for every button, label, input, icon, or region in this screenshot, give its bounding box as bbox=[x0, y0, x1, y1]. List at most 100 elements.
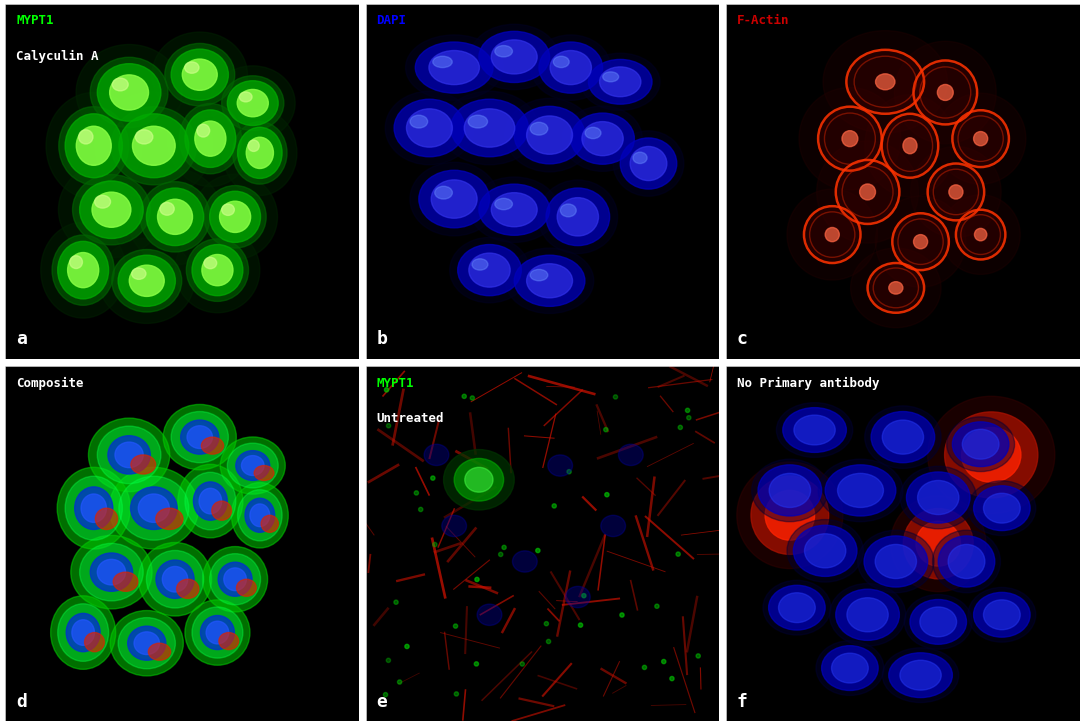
Ellipse shape bbox=[171, 49, 228, 100]
Ellipse shape bbox=[219, 632, 239, 650]
Ellipse shape bbox=[182, 59, 217, 91]
Ellipse shape bbox=[113, 78, 128, 91]
Ellipse shape bbox=[118, 618, 176, 668]
Ellipse shape bbox=[588, 59, 652, 104]
Ellipse shape bbox=[470, 24, 559, 90]
Ellipse shape bbox=[199, 488, 221, 514]
Ellipse shape bbox=[787, 189, 878, 280]
Ellipse shape bbox=[662, 660, 666, 663]
Ellipse shape bbox=[947, 417, 1014, 471]
Ellipse shape bbox=[831, 653, 868, 683]
Ellipse shape bbox=[156, 508, 183, 529]
Ellipse shape bbox=[868, 263, 924, 312]
Text: MYPT1: MYPT1 bbox=[376, 377, 414, 390]
Ellipse shape bbox=[450, 99, 528, 157]
Ellipse shape bbox=[514, 107, 585, 164]
Ellipse shape bbox=[98, 64, 161, 121]
Ellipse shape bbox=[119, 114, 189, 178]
Ellipse shape bbox=[601, 515, 626, 536]
Ellipse shape bbox=[906, 472, 970, 523]
Ellipse shape bbox=[95, 93, 213, 199]
Ellipse shape bbox=[526, 264, 573, 298]
Ellipse shape bbox=[492, 40, 537, 74]
Ellipse shape bbox=[184, 600, 250, 666]
Ellipse shape bbox=[209, 191, 260, 242]
Ellipse shape bbox=[520, 662, 524, 666]
Ellipse shape bbox=[816, 641, 884, 695]
Ellipse shape bbox=[52, 235, 114, 305]
Ellipse shape bbox=[613, 395, 617, 399]
Ellipse shape bbox=[910, 600, 967, 645]
Ellipse shape bbox=[937, 84, 954, 101]
Ellipse shape bbox=[889, 282, 903, 294]
Ellipse shape bbox=[903, 508, 973, 579]
Ellipse shape bbox=[956, 210, 1006, 260]
Ellipse shape bbox=[949, 185, 963, 199]
Ellipse shape bbox=[261, 515, 279, 532]
Ellipse shape bbox=[475, 577, 480, 581]
Ellipse shape bbox=[419, 170, 489, 228]
Ellipse shape bbox=[66, 613, 100, 652]
Ellipse shape bbox=[220, 437, 285, 494]
Ellipse shape bbox=[99, 238, 194, 323]
Ellipse shape bbox=[89, 418, 169, 492]
Ellipse shape bbox=[59, 107, 129, 185]
Ellipse shape bbox=[826, 228, 840, 241]
Ellipse shape bbox=[678, 426, 682, 429]
Ellipse shape bbox=[582, 122, 623, 156]
Ellipse shape bbox=[539, 42, 602, 94]
Ellipse shape bbox=[824, 30, 947, 133]
Ellipse shape bbox=[818, 459, 903, 522]
Ellipse shape bbox=[384, 388, 388, 392]
Ellipse shape bbox=[846, 50, 924, 114]
Ellipse shape bbox=[604, 492, 609, 497]
Ellipse shape bbox=[894, 41, 996, 144]
Ellipse shape bbox=[876, 74, 895, 90]
Ellipse shape bbox=[945, 412, 1038, 498]
Ellipse shape bbox=[865, 406, 941, 468]
Ellipse shape bbox=[221, 75, 284, 130]
Ellipse shape bbox=[132, 126, 175, 165]
Ellipse shape bbox=[492, 193, 537, 227]
Ellipse shape bbox=[758, 465, 821, 516]
Ellipse shape bbox=[793, 525, 857, 576]
Ellipse shape bbox=[794, 415, 835, 445]
Ellipse shape bbox=[65, 114, 123, 178]
Ellipse shape bbox=[138, 494, 169, 523]
Ellipse shape bbox=[416, 42, 493, 94]
Ellipse shape bbox=[859, 184, 876, 200]
Ellipse shape bbox=[618, 444, 643, 465]
Ellipse shape bbox=[135, 631, 159, 655]
Ellipse shape bbox=[531, 123, 548, 135]
Ellipse shape bbox=[904, 594, 972, 650]
Ellipse shape bbox=[782, 407, 846, 452]
Ellipse shape bbox=[222, 110, 297, 196]
Ellipse shape bbox=[146, 188, 204, 246]
Ellipse shape bbox=[531, 35, 611, 100]
Ellipse shape bbox=[79, 181, 143, 239]
Text: b: b bbox=[376, 331, 387, 348]
Ellipse shape bbox=[799, 88, 901, 190]
Ellipse shape bbox=[79, 543, 143, 601]
Ellipse shape bbox=[192, 244, 243, 296]
Ellipse shape bbox=[397, 680, 401, 684]
Ellipse shape bbox=[751, 476, 829, 555]
Ellipse shape bbox=[228, 80, 278, 125]
Ellipse shape bbox=[526, 116, 573, 154]
Ellipse shape bbox=[563, 106, 642, 171]
Ellipse shape bbox=[882, 420, 923, 454]
Ellipse shape bbox=[470, 396, 474, 400]
Ellipse shape bbox=[201, 616, 234, 650]
Ellipse shape bbox=[697, 654, 700, 658]
Ellipse shape bbox=[536, 548, 540, 552]
Ellipse shape bbox=[953, 422, 1009, 467]
Ellipse shape bbox=[130, 487, 177, 529]
Ellipse shape bbox=[197, 124, 209, 137]
Ellipse shape bbox=[787, 520, 864, 582]
Ellipse shape bbox=[231, 483, 289, 548]
Ellipse shape bbox=[920, 607, 957, 637]
Ellipse shape bbox=[72, 620, 94, 645]
Ellipse shape bbox=[187, 239, 248, 302]
Ellipse shape bbox=[864, 536, 928, 587]
Ellipse shape bbox=[821, 646, 878, 690]
